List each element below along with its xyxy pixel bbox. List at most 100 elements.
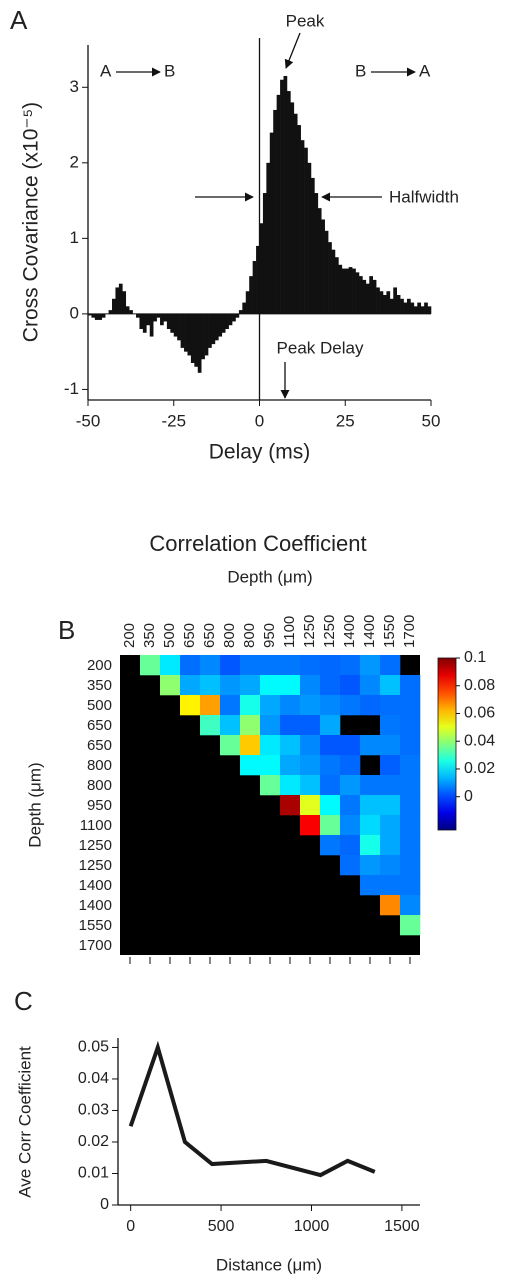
bar — [242, 302, 247, 314]
heatmap-cell — [220, 715, 241, 736]
heatmap-cell — [220, 655, 241, 676]
bar — [317, 208, 322, 314]
bar — [376, 287, 380, 314]
bar — [211, 313, 216, 345]
y-tick-label: 1400 — [79, 897, 112, 914]
bar — [400, 298, 404, 314]
y-axis-label: Depth (μm) — [25, 762, 44, 847]
y-tick-label: 500 — [87, 697, 112, 714]
x-tick-label: 1400 — [341, 615, 358, 648]
bar — [413, 306, 418, 314]
heatmap-cell — [300, 755, 321, 776]
heatmap-cell — [180, 655, 201, 676]
x-tick-label: 650 — [181, 623, 198, 648]
bar — [112, 298, 116, 314]
heatmap-cell — [300, 775, 321, 796]
bar — [314, 193, 319, 314]
heatmap-cell — [340, 735, 361, 756]
bar — [403, 302, 408, 314]
heatmap-cell — [380, 675, 401, 696]
colorbar-tick-label: 0.06 — [464, 705, 495, 722]
bar — [348, 267, 353, 314]
annotation: Peak — [286, 11, 325, 30]
panel-label: C — [14, 986, 33, 1016]
heatmap-cell — [280, 655, 301, 676]
x-axis-label: Delay (ms) — [209, 441, 311, 464]
bar — [115, 287, 120, 314]
colorbar-tick-label: 0.02 — [464, 760, 495, 777]
y-axis-label: Ave Corr Coefficient — [15, 1046, 34, 1198]
bar — [221, 313, 226, 333]
bar — [201, 313, 205, 360]
heatmap-cell — [400, 855, 421, 876]
heatmap-cell — [400, 815, 421, 836]
heatmap-cell — [320, 675, 341, 696]
bar — [235, 313, 240, 318]
y-tick-label: 650 — [87, 737, 112, 754]
y-tick-label: 0 — [70, 303, 79, 322]
bar — [427, 306, 432, 314]
panel-label: A — [10, 5, 28, 35]
heatmap-cell — [200, 675, 221, 696]
heatmap-cell — [400, 835, 421, 856]
bar — [208, 313, 212, 348]
bar — [372, 279, 377, 314]
bar — [245, 291, 250, 314]
x-tick-label: 650 — [201, 623, 218, 648]
bar — [170, 313, 175, 333]
heatmap-cell — [260, 755, 281, 776]
heatmap-cell — [300, 675, 321, 696]
bar — [424, 302, 428, 314]
x-tick-label: 950 — [261, 623, 278, 648]
bar — [214, 313, 219, 341]
y-tick-label: 800 — [87, 757, 112, 774]
bar — [163, 313, 168, 322]
heatmap-cell — [300, 815, 321, 836]
bar — [194, 313, 199, 367]
y-tick-label: 1250 — [79, 837, 112, 854]
colorbar-tick-label: 0.04 — [464, 732, 495, 749]
heatmap-cell — [340, 795, 361, 816]
bar — [269, 132, 274, 314]
heatmap-cell — [160, 675, 181, 696]
y-tick-label: -1 — [64, 379, 79, 398]
bar — [101, 313, 106, 318]
heatmap-cell — [280, 715, 301, 736]
heatmap-cell — [400, 895, 421, 916]
bar — [304, 147, 308, 314]
heatmap-cell — [360, 835, 381, 856]
bar — [358, 276, 363, 314]
heatmap-cell — [400, 695, 421, 716]
bar — [307, 162, 312, 314]
bar — [252, 261, 257, 314]
bar — [238, 310, 243, 314]
x-tick-label: 50 — [422, 411, 441, 430]
heatmap-cell — [360, 815, 381, 836]
bar — [420, 306, 425, 314]
bar — [310, 177, 315, 314]
bar — [280, 79, 284, 314]
bar — [286, 91, 291, 314]
heatmap-cell — [360, 675, 381, 696]
heatmap-cell — [220, 675, 241, 696]
heatmap-cell — [240, 755, 261, 776]
chart-title: Correlation Coefficient — [149, 531, 366, 556]
heatmap-cell — [380, 715, 401, 736]
bar — [173, 313, 178, 337]
x-tick-label: 1400 — [361, 615, 378, 648]
heatmap-cell — [340, 695, 361, 716]
direction-to: A — [419, 61, 431, 80]
heatmap-cell — [260, 715, 281, 736]
bar — [187, 313, 192, 356]
heatmap-cell — [320, 735, 341, 756]
heatmap-cell — [380, 835, 401, 856]
heatmap-cell — [340, 655, 361, 676]
bar — [232, 313, 236, 322]
heatmap-cell — [320, 695, 341, 716]
heatmap-cell — [280, 775, 301, 796]
x-tick-label: 0 — [255, 411, 264, 430]
heatmap-cell — [280, 795, 301, 816]
bar — [290, 102, 295, 314]
colorbar-tick-label: 0 — [464, 788, 473, 805]
